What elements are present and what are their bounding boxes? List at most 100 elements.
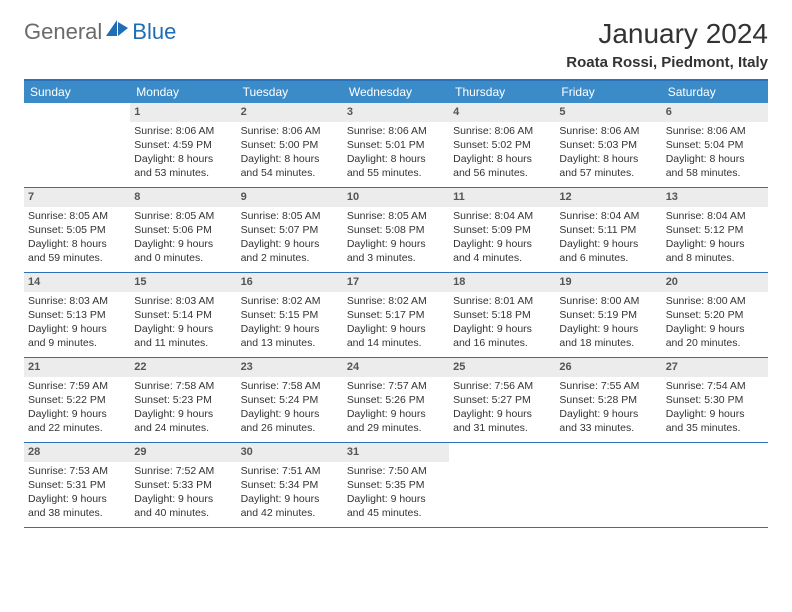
day-cell: 27Sunrise: 7:54 AMSunset: 5:30 PMDayligh… — [662, 358, 768, 442]
day-number — [24, 103, 130, 122]
day-number: 3 — [343, 103, 449, 122]
day-body: Sunrise: 8:05 AMSunset: 5:08 PMDaylight:… — [343, 207, 449, 270]
day-cell: 13Sunrise: 8:04 AMSunset: 5:12 PMDayligh… — [662, 188, 768, 272]
day-body: Sunrise: 7:57 AMSunset: 5:26 PMDaylight:… — [343, 377, 449, 440]
day-header: Tuesday — [237, 81, 343, 103]
day-body: Sunrise: 7:50 AMSunset: 5:35 PMDaylight:… — [343, 462, 449, 525]
day-cell — [555, 443, 661, 527]
day-cell: 1Sunrise: 8:06 AMSunset: 4:59 PMDaylight… — [130, 103, 236, 187]
day-cell: 28Sunrise: 7:53 AMSunset: 5:31 PMDayligh… — [24, 443, 130, 527]
day-body: Sunrise: 8:04 AMSunset: 5:09 PMDaylight:… — [449, 207, 555, 270]
day-cell: 21Sunrise: 7:59 AMSunset: 5:22 PMDayligh… — [24, 358, 130, 442]
day-body: Sunrise: 8:06 AMSunset: 4:59 PMDaylight:… — [130, 122, 236, 185]
day-number: 6 — [662, 103, 768, 122]
day-header: Friday — [555, 81, 661, 103]
day-cell: 11Sunrise: 8:04 AMSunset: 5:09 PMDayligh… — [449, 188, 555, 272]
day-body: Sunrise: 7:52 AMSunset: 5:33 PMDaylight:… — [130, 462, 236, 525]
week-row: 28Sunrise: 7:53 AMSunset: 5:31 PMDayligh… — [24, 443, 768, 528]
day-cell: 26Sunrise: 7:55 AMSunset: 5:28 PMDayligh… — [555, 358, 661, 442]
day-number: 25 — [449, 358, 555, 377]
day-header: Wednesday — [343, 81, 449, 103]
day-number: 9 — [237, 188, 343, 207]
day-cell: 3Sunrise: 8:06 AMSunset: 5:01 PMDaylight… — [343, 103, 449, 187]
day-cell: 23Sunrise: 7:58 AMSunset: 5:24 PMDayligh… — [237, 358, 343, 442]
day-cell: 22Sunrise: 7:58 AMSunset: 5:23 PMDayligh… — [130, 358, 236, 442]
day-body: Sunrise: 8:06 AMSunset: 5:04 PMDaylight:… — [662, 122, 768, 185]
day-body: Sunrise: 7:58 AMSunset: 5:24 PMDaylight:… — [237, 377, 343, 440]
brand-part2: Blue — [132, 19, 176, 45]
day-body: Sunrise: 8:01 AMSunset: 5:18 PMDaylight:… — [449, 292, 555, 355]
month-year: January 2024 — [566, 18, 768, 50]
day-cell: 18Sunrise: 8:01 AMSunset: 5:18 PMDayligh… — [449, 273, 555, 357]
location: Roata Rossi, Piedmont, Italy — [566, 54, 768, 71]
day-number — [555, 443, 661, 462]
day-number: 14 — [24, 273, 130, 292]
day-number — [449, 443, 555, 462]
sail-icon — [104, 18, 130, 45]
day-body: Sunrise: 7:55 AMSunset: 5:28 PMDaylight:… — [555, 377, 661, 440]
day-cell: 10Sunrise: 8:05 AMSunset: 5:08 PMDayligh… — [343, 188, 449, 272]
day-number: 7 — [24, 188, 130, 207]
day-number: 13 — [662, 188, 768, 207]
brand-part1: General — [24, 19, 102, 45]
day-number: 29 — [130, 443, 236, 462]
day-cell: 25Sunrise: 7:56 AMSunset: 5:27 PMDayligh… — [449, 358, 555, 442]
day-number: 11 — [449, 188, 555, 207]
day-number: 15 — [130, 273, 236, 292]
day-cell — [662, 443, 768, 527]
day-body: Sunrise: 8:06 AMSunset: 5:03 PMDaylight:… — [555, 122, 661, 185]
day-cell: 31Sunrise: 7:50 AMSunset: 5:35 PMDayligh… — [343, 443, 449, 527]
day-header-row: SundayMondayTuesdayWednesdayThursdayFrid… — [24, 81, 768, 103]
day-body: Sunrise: 8:06 AMSunset: 5:00 PMDaylight:… — [237, 122, 343, 185]
day-number: 10 — [343, 188, 449, 207]
title-block: January 2024 Roata Rossi, Piedmont, Ital… — [566, 18, 768, 71]
day-cell — [449, 443, 555, 527]
day-cell: 24Sunrise: 7:57 AMSunset: 5:26 PMDayligh… — [343, 358, 449, 442]
day-header: Sunday — [24, 81, 130, 103]
day-body: Sunrise: 7:56 AMSunset: 5:27 PMDaylight:… — [449, 377, 555, 440]
day-body: Sunrise: 8:06 AMSunset: 5:01 PMDaylight:… — [343, 122, 449, 185]
day-cell: 2Sunrise: 8:06 AMSunset: 5:00 PMDaylight… — [237, 103, 343, 187]
day-number: 5 — [555, 103, 661, 122]
day-number: 1 — [130, 103, 236, 122]
day-header: Monday — [130, 81, 236, 103]
day-cell: 9Sunrise: 8:05 AMSunset: 5:07 PMDaylight… — [237, 188, 343, 272]
day-cell: 12Sunrise: 8:04 AMSunset: 5:11 PMDayligh… — [555, 188, 661, 272]
day-header: Thursday — [449, 81, 555, 103]
day-number: 12 — [555, 188, 661, 207]
header: General Blue January 2024 Roata Rossi, P… — [0, 0, 792, 79]
week-row: 1Sunrise: 8:06 AMSunset: 4:59 PMDaylight… — [24, 103, 768, 188]
day-body: Sunrise: 8:04 AMSunset: 5:12 PMDaylight:… — [662, 207, 768, 270]
day-number: 23 — [237, 358, 343, 377]
day-body: Sunrise: 8:06 AMSunset: 5:02 PMDaylight:… — [449, 122, 555, 185]
day-body: Sunrise: 8:00 AMSunset: 5:19 PMDaylight:… — [555, 292, 661, 355]
day-number: 22 — [130, 358, 236, 377]
day-number: 16 — [237, 273, 343, 292]
day-body: Sunrise: 7:58 AMSunset: 5:23 PMDaylight:… — [130, 377, 236, 440]
day-cell: 14Sunrise: 8:03 AMSunset: 5:13 PMDayligh… — [24, 273, 130, 357]
day-body: Sunrise: 8:03 AMSunset: 5:13 PMDaylight:… — [24, 292, 130, 355]
week-row: 7Sunrise: 8:05 AMSunset: 5:05 PMDaylight… — [24, 188, 768, 273]
day-body: Sunrise: 7:59 AMSunset: 5:22 PMDaylight:… — [24, 377, 130, 440]
day-number: 30 — [237, 443, 343, 462]
day-body: Sunrise: 7:51 AMSunset: 5:34 PMDaylight:… — [237, 462, 343, 525]
day-number: 24 — [343, 358, 449, 377]
day-number: 20 — [662, 273, 768, 292]
day-body: Sunrise: 8:05 AMSunset: 5:06 PMDaylight:… — [130, 207, 236, 270]
day-number: 27 — [662, 358, 768, 377]
day-cell: 8Sunrise: 8:05 AMSunset: 5:06 PMDaylight… — [130, 188, 236, 272]
day-body: Sunrise: 8:05 AMSunset: 5:07 PMDaylight:… — [237, 207, 343, 270]
day-cell: 5Sunrise: 8:06 AMSunset: 5:03 PMDaylight… — [555, 103, 661, 187]
day-body: Sunrise: 8:03 AMSunset: 5:14 PMDaylight:… — [130, 292, 236, 355]
week-row: 21Sunrise: 7:59 AMSunset: 5:22 PMDayligh… — [24, 358, 768, 443]
day-cell: 4Sunrise: 8:06 AMSunset: 5:02 PMDaylight… — [449, 103, 555, 187]
day-body: Sunrise: 8:05 AMSunset: 5:05 PMDaylight:… — [24, 207, 130, 270]
day-body: Sunrise: 8:02 AMSunset: 5:15 PMDaylight:… — [237, 292, 343, 355]
day-cell: 15Sunrise: 8:03 AMSunset: 5:14 PMDayligh… — [130, 273, 236, 357]
day-number: 19 — [555, 273, 661, 292]
brand-logo: General Blue — [24, 18, 176, 45]
day-cell: 17Sunrise: 8:02 AMSunset: 5:17 PMDayligh… — [343, 273, 449, 357]
day-body: Sunrise: 8:02 AMSunset: 5:17 PMDaylight:… — [343, 292, 449, 355]
day-body: Sunrise: 7:54 AMSunset: 5:30 PMDaylight:… — [662, 377, 768, 440]
day-number: 21 — [24, 358, 130, 377]
